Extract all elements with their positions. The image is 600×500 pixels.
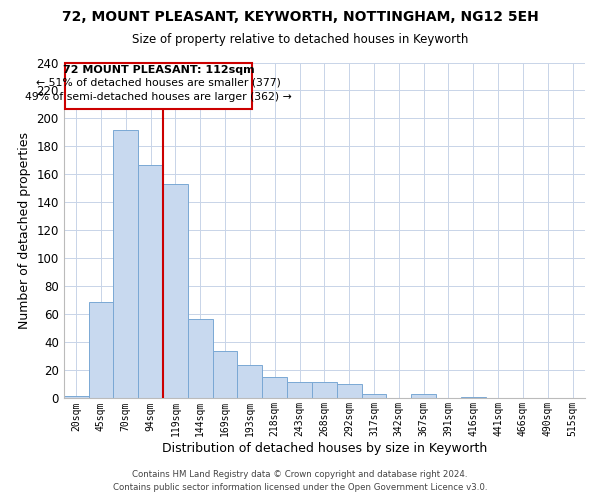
Bar [312,382,337,398]
Bar [287,382,312,398]
Bar [163,184,188,398]
Bar [212,351,238,399]
Bar [89,302,113,398]
Bar [238,365,262,398]
Bar [64,396,89,398]
Bar [262,378,287,398]
Text: Size of property relative to detached houses in Keyworth: Size of property relative to detached ho… [132,32,468,46]
Y-axis label: Number of detached properties: Number of detached properties [18,132,31,329]
X-axis label: Distribution of detached houses by size in Keyworth: Distribution of detached houses by size … [162,442,487,455]
Bar [113,130,138,398]
FancyBboxPatch shape [65,62,253,108]
Bar [411,394,436,398]
Text: Contains HM Land Registry data © Crown copyright and database right 2024.
Contai: Contains HM Land Registry data © Crown c… [113,470,487,492]
Bar [337,384,362,398]
Text: ← 51% of detached houses are smaller (377): ← 51% of detached houses are smaller (37… [36,78,281,88]
Bar [188,318,212,398]
Bar [362,394,386,398]
Text: 72, MOUNT PLEASANT, KEYWORTH, NOTTINGHAM, NG12 5EH: 72, MOUNT PLEASANT, KEYWORTH, NOTTINGHAM… [62,10,538,24]
Bar [138,164,163,398]
Bar [461,397,486,398]
Text: 72 MOUNT PLEASANT: 112sqm: 72 MOUNT PLEASANT: 112sqm [63,64,254,74]
Text: 49% of semi-detached houses are larger (362) →: 49% of semi-detached houses are larger (… [25,92,292,102]
